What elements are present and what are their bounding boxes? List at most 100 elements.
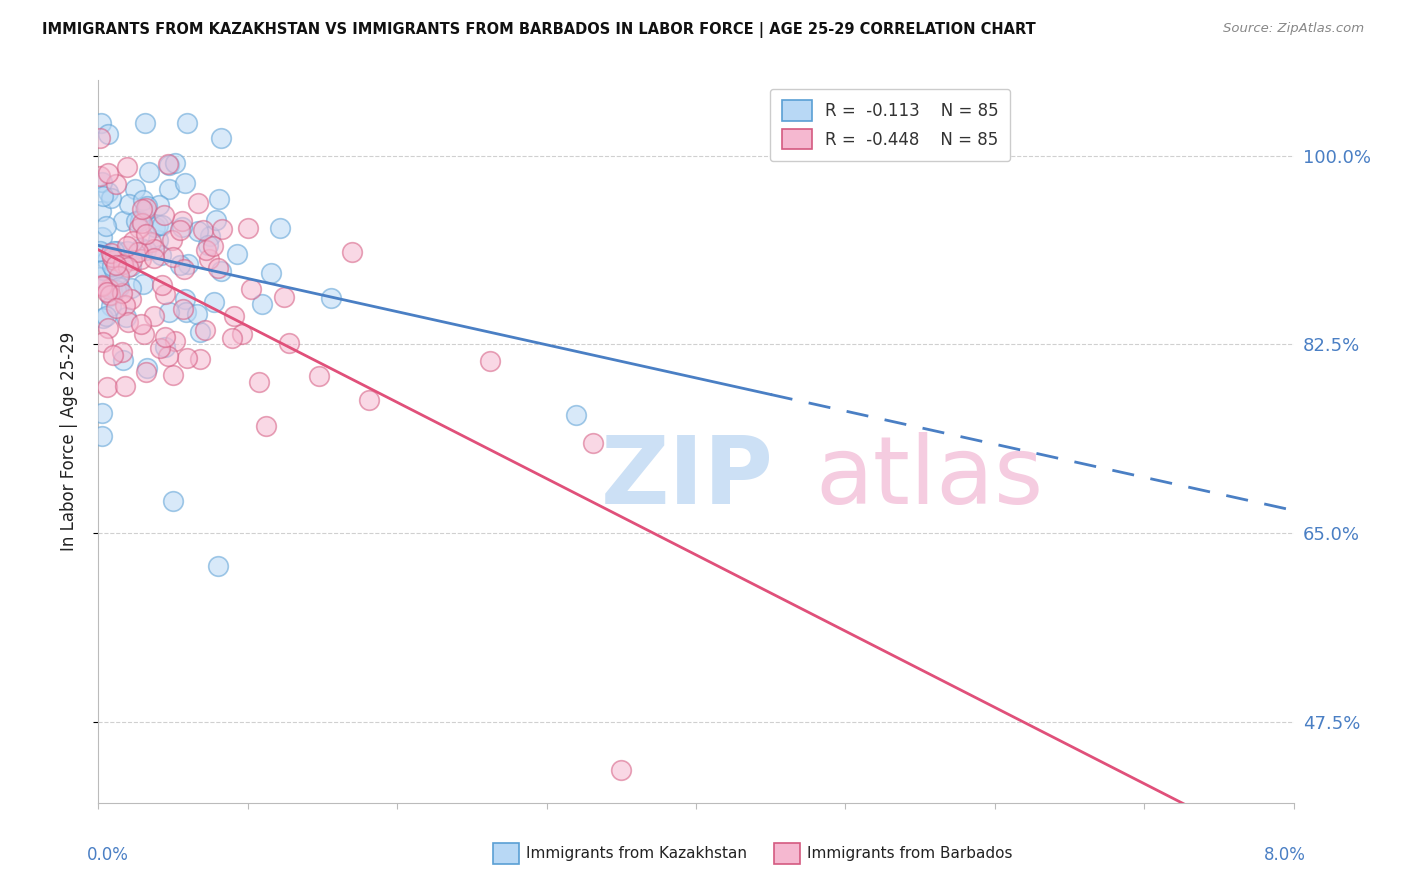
Text: 8.0%: 8.0% — [1264, 847, 1306, 864]
Point — [120, 292, 142, 306]
FancyBboxPatch shape — [773, 843, 800, 864]
Point — [112, 214, 135, 228]
Point — [191, 223, 214, 237]
Point — [153, 330, 176, 344]
Point — [96, 309, 118, 323]
Point — [98, 287, 121, 301]
Point — [149, 341, 172, 355]
Point — [610, 764, 633, 778]
Point — [115, 244, 138, 258]
Point — [107, 269, 129, 284]
Point — [89, 169, 111, 183]
Point — [169, 258, 191, 272]
Point — [172, 301, 194, 316]
Point — [89, 130, 111, 145]
Point — [90, 246, 112, 260]
Point — [143, 219, 166, 234]
Text: Immigrants from Barbados: Immigrants from Barbados — [807, 846, 1012, 861]
Y-axis label: In Labor Force | Age 25-29: In Labor Force | Age 25-29 — [59, 332, 77, 551]
Point — [131, 194, 153, 208]
Point — [157, 182, 180, 196]
Point — [207, 260, 229, 275]
Point — [131, 216, 153, 230]
Point — [239, 282, 262, 296]
Point — [156, 349, 179, 363]
Point — [91, 279, 114, 293]
Point — [132, 277, 155, 291]
Point — [565, 408, 588, 422]
Point — [156, 157, 179, 171]
Point — [190, 326, 212, 340]
Point — [91, 263, 114, 277]
Point — [187, 224, 209, 238]
Point — [209, 130, 232, 145]
Point — [135, 366, 157, 380]
Point — [98, 282, 121, 296]
Point — [143, 242, 166, 256]
Point — [198, 252, 221, 266]
Point — [236, 220, 259, 235]
Point — [101, 348, 124, 362]
Point — [139, 235, 162, 249]
Point — [91, 334, 114, 349]
Point — [250, 297, 273, 311]
Point — [146, 218, 169, 232]
Point — [118, 196, 141, 211]
Point — [101, 259, 124, 273]
Text: Immigrants from Kazakhstan: Immigrants from Kazakhstan — [526, 846, 747, 861]
Point — [91, 175, 114, 189]
Point — [103, 263, 125, 277]
Point — [108, 280, 131, 294]
Point — [94, 279, 117, 293]
Point — [101, 250, 124, 264]
Point — [208, 192, 231, 206]
Point — [278, 336, 301, 351]
Point — [90, 429, 112, 443]
Point — [202, 239, 225, 253]
Point — [135, 201, 157, 215]
Point — [134, 203, 156, 218]
Point — [105, 283, 128, 297]
Point — [231, 326, 253, 341]
Point — [107, 259, 129, 273]
Point — [131, 202, 153, 216]
Point — [153, 340, 176, 354]
Point — [97, 185, 120, 199]
Point — [105, 301, 128, 315]
Point — [115, 310, 138, 324]
Point — [150, 218, 173, 232]
Point — [221, 331, 243, 345]
Point — [159, 158, 181, 172]
Point — [96, 219, 118, 233]
Text: Source: ZipAtlas.com: Source: ZipAtlas.com — [1223, 22, 1364, 36]
Point — [150, 277, 173, 292]
Point — [117, 161, 139, 175]
Point — [105, 177, 128, 191]
Point — [98, 289, 121, 303]
Text: 0.0%: 0.0% — [87, 847, 128, 864]
Point — [205, 213, 228, 227]
Point — [127, 245, 149, 260]
Point — [105, 259, 128, 273]
Point — [135, 227, 157, 241]
Point — [177, 257, 200, 271]
Point — [581, 436, 603, 450]
Point — [97, 321, 120, 335]
Point — [111, 344, 134, 359]
Point — [176, 351, 198, 366]
Point — [129, 252, 152, 267]
Point — [128, 214, 150, 228]
Point — [170, 214, 193, 228]
Point — [174, 305, 197, 319]
Point — [115, 238, 138, 252]
Point — [186, 307, 208, 321]
Point — [226, 246, 249, 260]
Text: IMMIGRANTS FROM KAZAKHSTAN VS IMMIGRANTS FROM BARBADOS IN LABOR FORCE | AGE 25-2: IMMIGRANTS FROM KAZAKHSTAN VS IMMIGRANTS… — [42, 22, 1036, 38]
Point — [129, 241, 152, 255]
Point — [269, 221, 291, 235]
Point — [162, 250, 184, 264]
Point — [153, 287, 176, 301]
Point — [89, 244, 111, 259]
Point — [100, 299, 122, 313]
Point — [117, 315, 139, 329]
